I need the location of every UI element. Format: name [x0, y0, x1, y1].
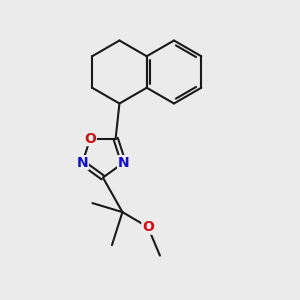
Text: O: O	[142, 220, 154, 234]
Text: N: N	[76, 156, 88, 170]
Text: N: N	[118, 156, 129, 170]
Text: O: O	[84, 131, 96, 146]
